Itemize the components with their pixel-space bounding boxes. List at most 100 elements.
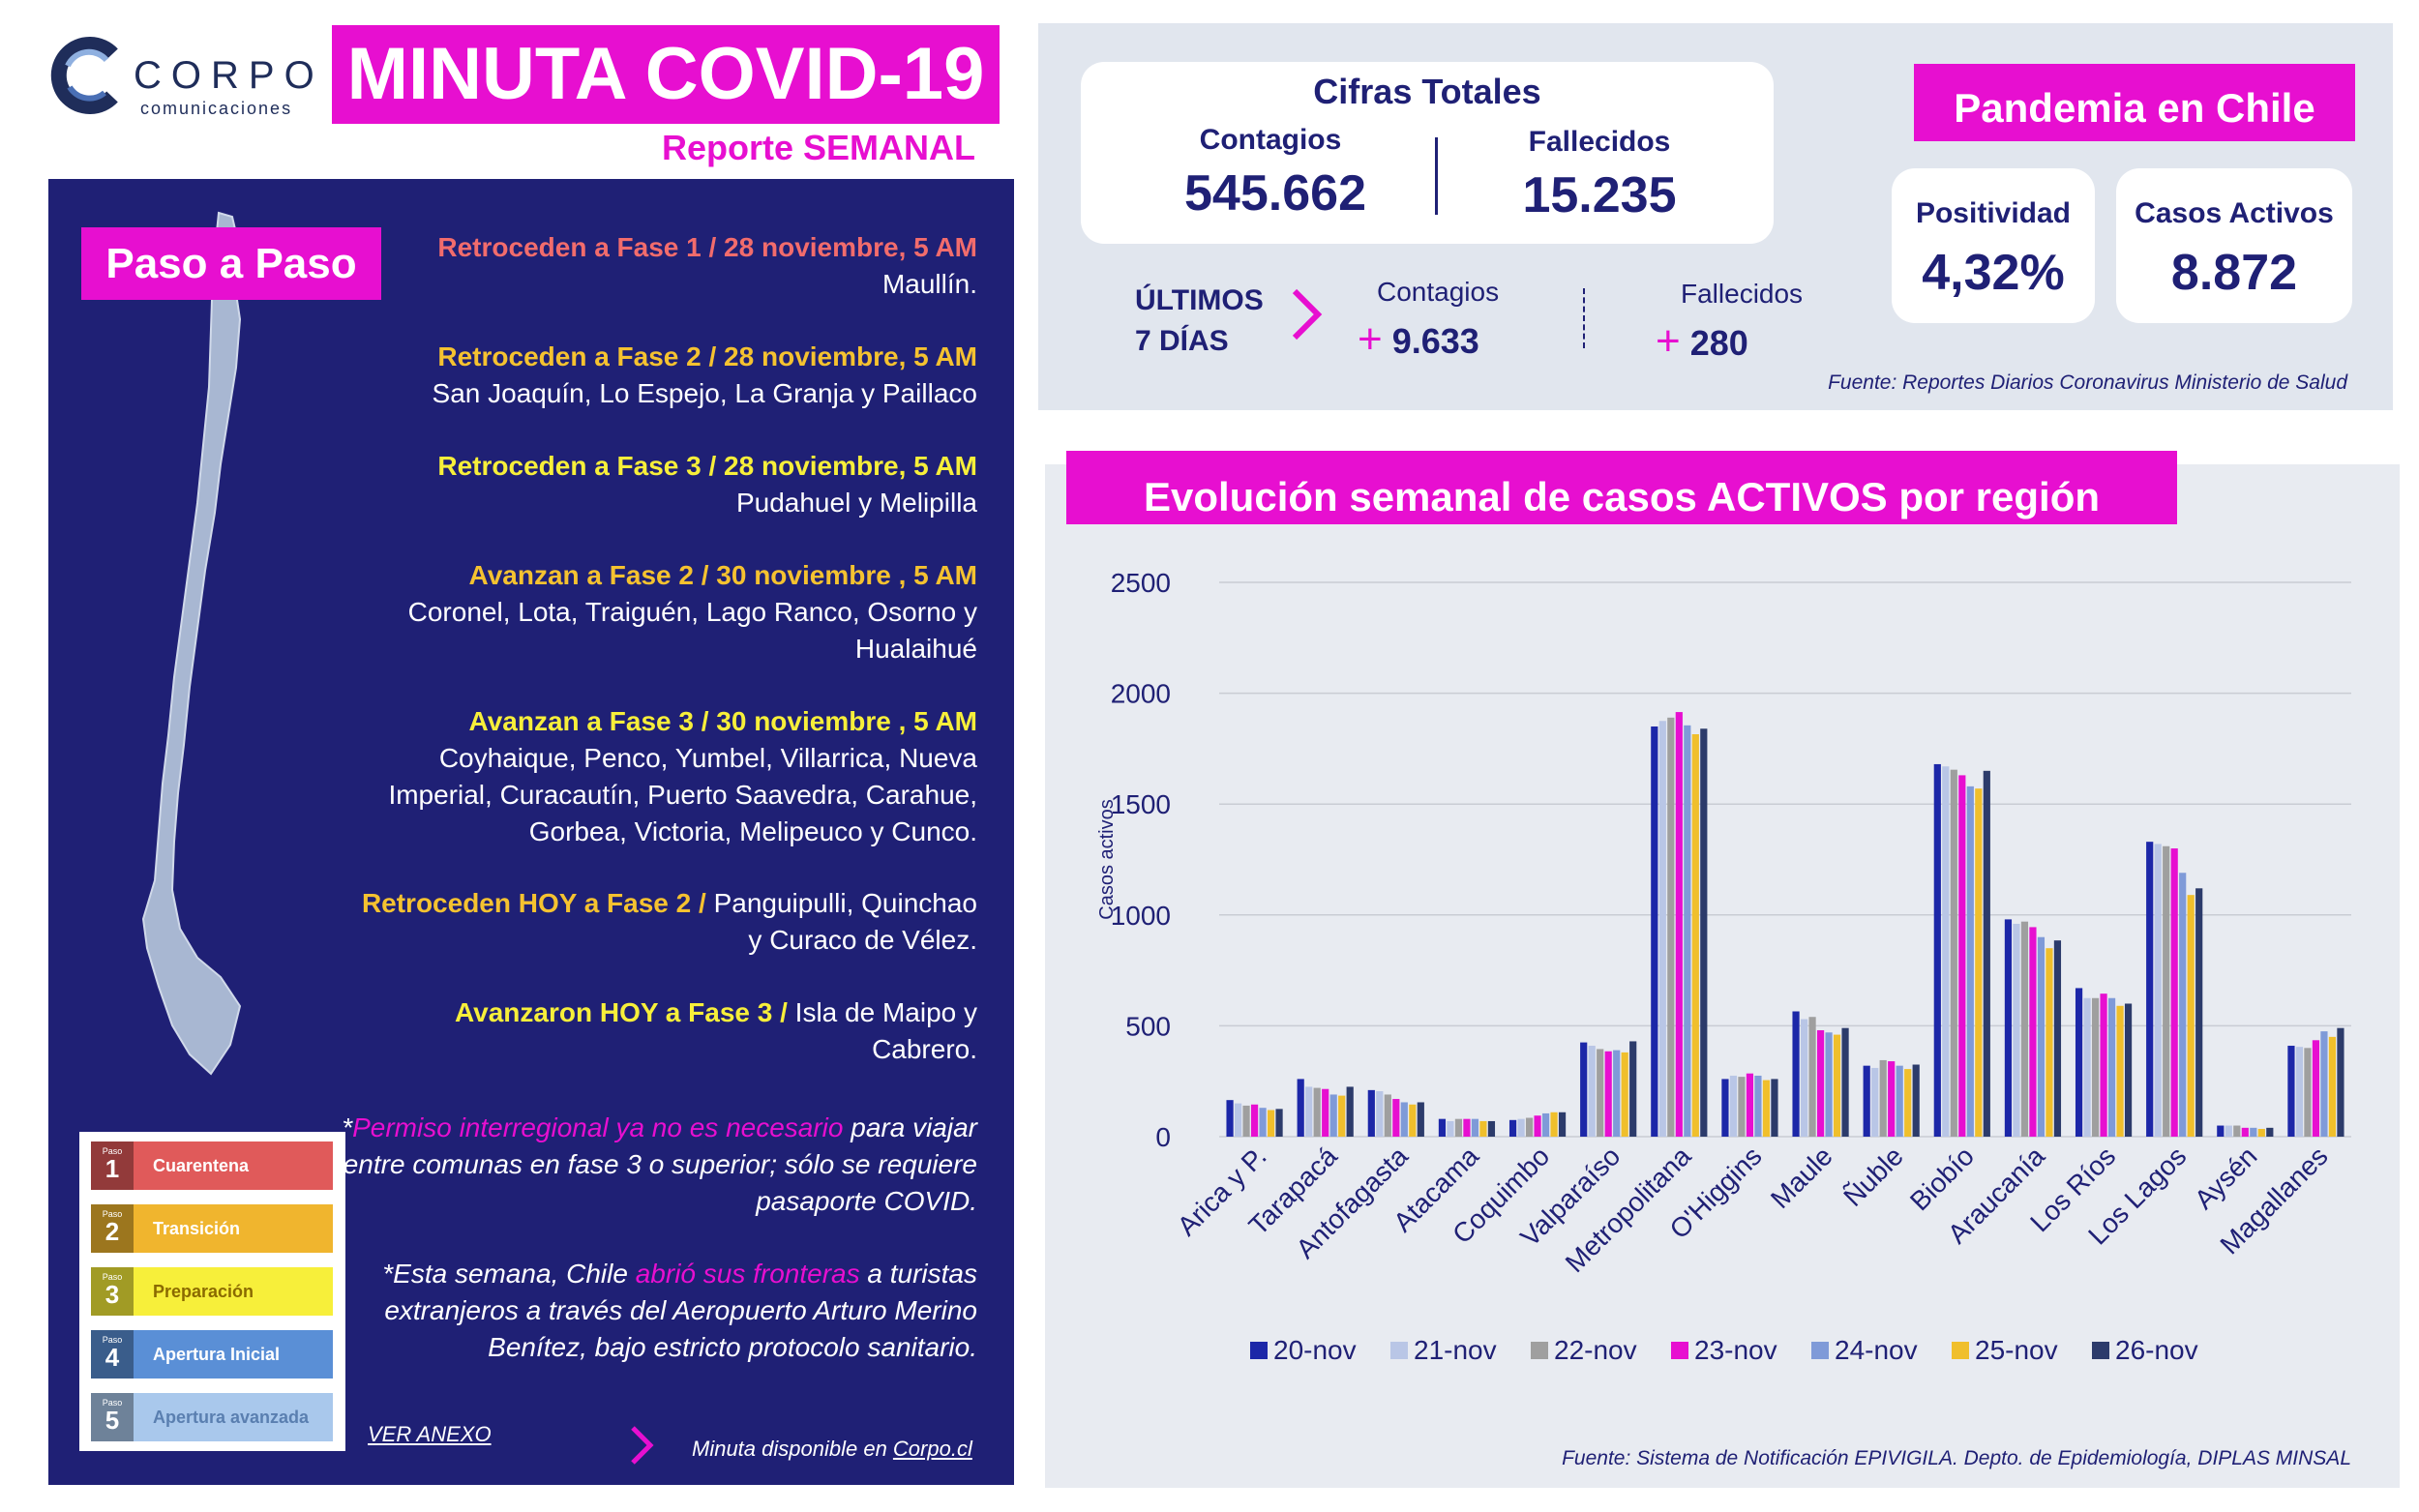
phase-number: 2 <box>105 1217 120 1246</box>
chart-bar <box>2053 940 2062 1137</box>
phase-legend: Paso 1 Cuarentena Paso 2 Transición Paso 3 Pre… <box>79 1132 345 1451</box>
positividad-card: Positividad 4,32% <box>1892 168 2095 323</box>
chart-bar <box>1242 1105 1250 1137</box>
chart-bar <box>1800 1019 1808 1137</box>
chart-bar <box>1879 1059 1887 1137</box>
chart-bar <box>1651 726 1658 1137</box>
plus-icon: + <box>1358 315 1383 363</box>
phase-update-heading: Retroceden a Fase 3 / 28 noviembre, 5 AM <box>437 451 977 481</box>
note-interregional: *Permiso interregional ya no es necesari… <box>319 1110 977 1220</box>
y-tick-label: 2000 <box>1111 679 1171 709</box>
corpo-logo: CORPO comunicaciones <box>48 37 314 119</box>
chart-bar <box>1604 1051 1612 1137</box>
chart-bar <box>1447 1120 1454 1137</box>
chart-bar <box>1479 1120 1487 1137</box>
legend-swatch <box>1811 1342 1829 1359</box>
semana-contagios-value: + 9.633 <box>1358 315 1479 364</box>
fallecidos-value: 15.235 <box>1522 167 1677 223</box>
chart-bar <box>1933 763 1941 1137</box>
chart-bar <box>1259 1108 1267 1137</box>
minuta-text: Minuta disponible en <box>692 1437 893 1461</box>
semana-contagios-number: 9.633 <box>1391 321 1479 361</box>
chart-bar <box>1896 1065 1903 1137</box>
chart-bar <box>2266 1127 2274 1137</box>
phase-update-body: Maullín. <box>881 269 977 299</box>
legend-label: 22-nov <box>1554 1335 1637 1365</box>
chart-bar <box>2146 842 2154 1137</box>
chart-bar <box>2304 1048 2312 1137</box>
chart-bar <box>1346 1086 1354 1137</box>
chart-bar <box>2250 1127 2257 1137</box>
legend-swatch <box>1952 1342 1969 1359</box>
phase-update-heading: Avanzaron HOY a Fase 3 / <box>454 997 788 1027</box>
chart-bar <box>1580 1042 1588 1137</box>
page-title: MINUTA COVID-19 <box>332 25 1000 124</box>
chart-bar <box>1400 1102 1408 1137</box>
y-tick-label: 1000 <box>1111 901 1171 931</box>
note-highlight: abrió sus fronteras <box>635 1259 860 1289</box>
phase-tag: Paso <box>102 1272 123 1282</box>
chart-bar <box>2083 997 2091 1137</box>
x-tick-label: Maule <box>1765 1141 1838 1214</box>
chart-bar <box>1471 1118 1479 1137</box>
phase-update-body: Coyhaique, Penco, Yumbel, Villarrica, Nu… <box>388 743 977 846</box>
cifras-divider <box>1435 137 1438 215</box>
chart-bar <box>1904 1069 1912 1137</box>
casos-activos-label: Casos Activos <box>2135 197 2334 229</box>
chevron-right-icon <box>631 1426 654 1465</box>
chile-map-icon <box>141 211 242 1076</box>
corpo-link[interactable]: Corpo.cl <box>892 1437 972 1461</box>
chart-bar <box>1888 1061 1896 1137</box>
note-text: * <box>342 1112 353 1142</box>
ultimos-7-dias: ÚLTIMOS 7 DÍAS <box>1135 281 1264 362</box>
pandemia-title: Pandemia en Chile <box>1914 64 2355 141</box>
casos-activos-value: 8.872 <box>2170 245 2298 301</box>
y-axis-label: Casos activos <box>1096 799 1118 920</box>
chart-bar <box>1808 1017 1816 1137</box>
chart-bar <box>2037 936 2046 1137</box>
x-tick-label: Ñuble <box>1837 1141 1909 1212</box>
ultimos-label: ÚLTIMOS <box>1135 284 1264 316</box>
chart-bar <box>2100 993 2107 1137</box>
legend-label: 23-nov <box>1694 1335 1777 1365</box>
semana-contagios-label: Contagios <box>1377 277 1500 307</box>
chart-bar <box>1721 1079 1729 1137</box>
chart-bar <box>1738 1077 1746 1137</box>
legend-label: 20-nov <box>1273 1335 1357 1365</box>
legend-swatch <box>1531 1342 1548 1359</box>
legend-label: 21-nov <box>1414 1335 1497 1365</box>
phase-update-body: Pudahuel y Melipilla <box>735 488 977 518</box>
note-highlight: Permiso interregional ya no es necesario <box>352 1112 844 1142</box>
chart-bar <box>1338 1095 1346 1137</box>
ver-anexo-link[interactable]: VER ANEXO <box>368 1422 492 1446</box>
note-text: a turistas extranjeros a través del Aero… <box>384 1259 977 1362</box>
chart-bar <box>2154 844 2162 1137</box>
chart-bar <box>1517 1118 1525 1137</box>
chart-bar <box>1384 1094 1391 1137</box>
chart-bar <box>2195 888 2203 1137</box>
chart-bar <box>2328 1036 2337 1137</box>
chart-bar <box>2163 845 2170 1137</box>
legend-swatch <box>1671 1342 1688 1359</box>
phase-tag: Paso <box>102 1398 123 1408</box>
chart-bar <box>1588 1046 1596 1137</box>
logo-mark-icon <box>50 37 118 114</box>
chart-bar <box>1762 1080 1771 1137</box>
y-tick-label: 2500 <box>1111 568 1171 598</box>
chart-bar <box>1771 1079 1778 1137</box>
chart-bar <box>2295 1047 2304 1137</box>
chart-bar <box>1250 1104 1259 1137</box>
chart-bar <box>1912 1064 1920 1137</box>
legend-label: 26-nov <box>2115 1335 2198 1365</box>
chevron-right-icon <box>1292 288 1323 341</box>
chart-bar <box>1226 1100 1234 1137</box>
chart-bar <box>1409 1104 1417 1137</box>
phase-tag: Paso <box>102 1335 123 1345</box>
chart-bar <box>1392 1099 1400 1137</box>
chart-bar <box>1487 1120 1496 1137</box>
chart-bar <box>1684 725 1691 1137</box>
chart-bar <box>1700 728 1708 1137</box>
chart-bar <box>2170 848 2178 1137</box>
chart-bar <box>1534 1115 1541 1137</box>
phase-update-body: San Joaquín, Lo Espejo, La Granja y Pail… <box>432 378 977 408</box>
